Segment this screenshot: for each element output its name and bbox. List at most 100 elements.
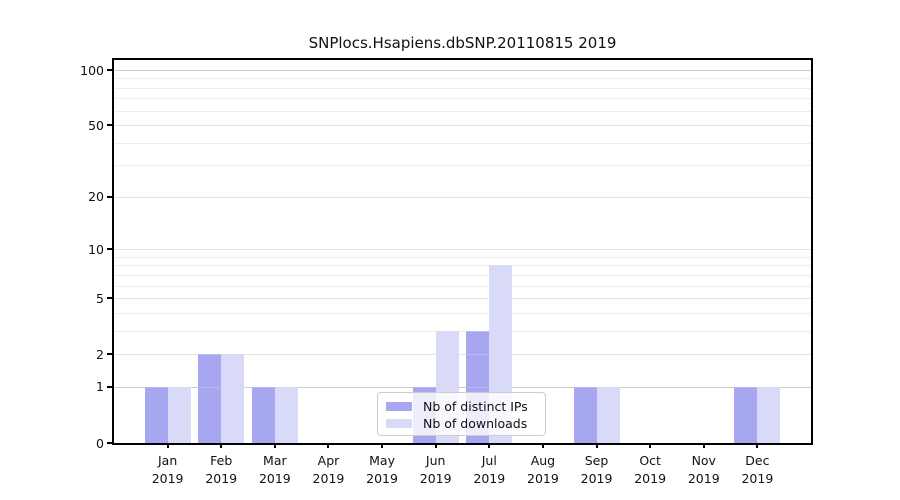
minor-gridline [114,87,811,89]
x-tick-label: Mar 2019 [245,452,305,488]
x-tick-month: Jun [425,453,446,468]
y-tick [107,442,112,444]
gridline-overlay [114,165,811,167]
gridline-overlay [114,386,811,388]
x-tick-year: 2019 [366,471,398,486]
x-tick-label: Sep 2019 [567,452,627,488]
minor-gridline [114,265,811,267]
y-tick-label: 5 [96,290,104,306]
y-tick [107,195,112,198]
y-tick-label: 2 [96,346,104,362]
bar-downloads-mar [274,386,298,443]
minor-gridline [114,274,811,276]
gridline-overlay [114,98,811,100]
x-tick [220,443,223,448]
minor-gridline [114,142,811,144]
bar-ips-dec [734,386,758,443]
x-tick [649,443,652,448]
minor-gridline [114,165,811,167]
legend-entry-distinct-ips: Nb of distinct IPs [386,398,545,415]
x-tick-year: 2019 [151,471,184,486]
y-tick-label: 100 [80,62,104,78]
x-tick [595,443,598,448]
x-tick [434,443,437,448]
y-tick [107,248,112,251]
bar-downloads-sep [596,386,620,443]
gridline-overlay [114,265,811,267]
x-tick-month: Oct [639,453,661,468]
x-tick-year: 2019 [419,471,452,486]
legend-label-downloads: Nb of downloads [423,416,528,431]
minor-gridline [114,330,811,332]
x-tick-month: Jan [157,453,178,468]
x-tick-month: Feb [210,453,233,468]
gridline-overlay [114,256,811,258]
x-tick [541,443,544,448]
legend-swatch-downloads [386,419,412,428]
gridline-overlay [114,285,811,287]
x-tick [273,443,276,448]
bar-downloads-feb [221,354,245,443]
x-tick [488,443,491,448]
bar-ips-sep [573,386,597,443]
x-tick [166,443,169,448]
gridline-overlay [114,249,811,251]
minor-gridline [114,285,811,287]
x-tick-month: Dec [745,453,770,468]
minor-gridline [114,98,811,100]
x-tick [756,443,759,448]
x-tick-month: Mar [263,453,287,468]
bar-ips-jan [144,386,168,443]
gridline-overlay [114,274,811,276]
y-tick-label: 50 [88,117,104,133]
x-tick-label: Dec 2019 [727,452,787,488]
gridline-overlay [114,78,811,80]
x-tick [381,443,384,448]
major-gridline [114,386,811,388]
gridline-overlay [114,142,811,144]
gridline-overlay [114,125,811,127]
minor-gridline [114,256,811,258]
gridline-overlay [114,110,811,112]
x-tick-label: Oct 2019 [620,452,680,488]
x-tick-year: 2019 [741,471,774,486]
y-tick [107,385,112,388]
x-tick-label: Feb 2019 [191,452,251,488]
major-gridline [114,298,811,300]
y-tick [107,69,112,71]
x-tick-month: Aug [530,453,556,468]
minor-gridline [114,78,811,80]
minor-gridline [114,312,811,314]
major-gridline [114,125,811,127]
major-gridline [114,354,811,356]
y-tick [107,353,112,356]
gridline-overlay [114,87,811,89]
y-tick [107,124,112,127]
gridline-overlay [114,330,811,332]
gridline-overlay [114,70,811,71]
y-tick-label: 1 [96,379,104,395]
x-tick-month: May [369,453,395,468]
major-gridline [114,249,811,251]
x-tick-label: Jul 2019 [459,452,519,488]
bar-downloads-dec [757,386,781,443]
y-tick [107,297,112,300]
major-gridline [114,70,811,71]
bar-ips-mar [251,386,275,443]
x-tick-month: Apr [317,453,340,468]
x-tick-label: Jan 2019 [138,452,198,488]
x-tick [702,443,705,448]
legend-entry-downloads: Nb of downloads [386,415,545,432]
bar-ips-feb [198,354,222,443]
plot-area [114,60,811,443]
x-tick-year: 2019 [634,471,667,486]
gridline-overlay [114,298,811,300]
bar-downloads-jan [167,386,191,443]
x-tick-label: Jun 2019 [406,452,466,488]
x-tick-month: Sep [584,453,609,468]
gridline-overlay [114,354,811,356]
chart-title: SNPlocs.Hsapiens.dbSNP.20110815 2019 [308,34,617,52]
x-tick-year: 2019 [205,471,238,486]
x-tick-year: 2019 [312,471,345,486]
y-tick-label: 0 [96,435,104,451]
